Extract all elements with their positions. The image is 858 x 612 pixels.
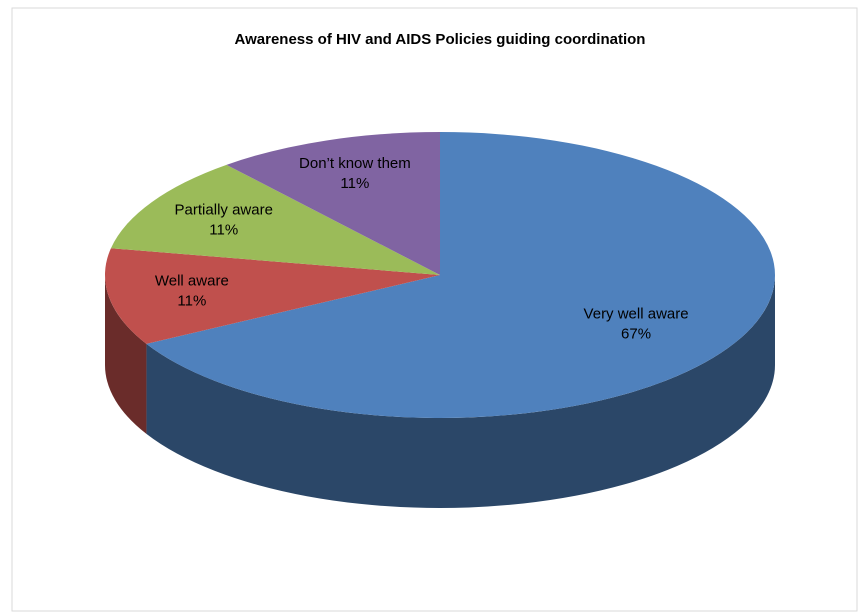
data-label-value: 11% — [340, 175, 369, 192]
data-label-value: 11% — [177, 293, 206, 310]
slice-side — [105, 275, 147, 434]
slice-side — [146, 275, 775, 508]
data-label-name: Well aware — [155, 273, 229, 290]
data-label-name: Partially aware — [175, 201, 273, 218]
data-label-value: 11% — [209, 221, 238, 238]
slice — [146, 132, 775, 418]
data-label-value: 67% — [621, 325, 651, 342]
data-label-name: Don’t know them — [299, 155, 411, 172]
data-label-name: Very well aware — [584, 305, 689, 322]
slice — [226, 132, 440, 275]
chart-title: Awareness of HIV and AIDS Policies guidi… — [235, 31, 646, 48]
slice — [110, 164, 440, 275]
slice — [105, 248, 440, 344]
